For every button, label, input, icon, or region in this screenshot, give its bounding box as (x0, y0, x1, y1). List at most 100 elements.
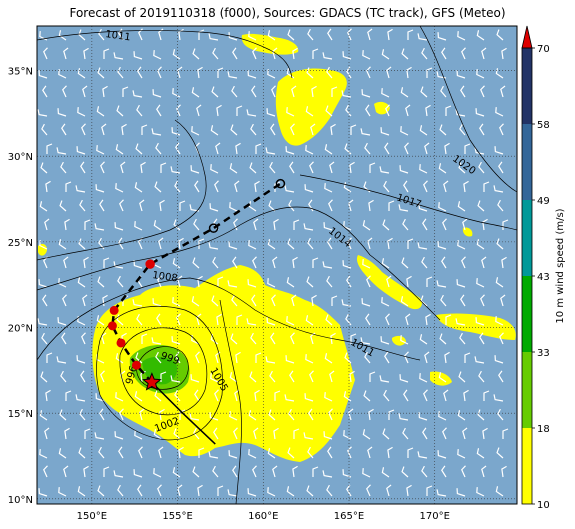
wind-barb (481, 256, 487, 269)
wind-barb (286, 277, 295, 288)
wind-barb (417, 451, 428, 459)
wind-barb (400, 87, 409, 98)
wind-barb (284, 185, 295, 193)
wind-barb (134, 182, 143, 193)
track-point-forecast (275, 178, 286, 189)
wind-barb (305, 106, 314, 117)
wind-barb (475, 108, 485, 117)
colorbar-label: 10 m wind speed (m/s) (555, 208, 566, 323)
wind-barb (63, 47, 69, 60)
wind-barb (292, 465, 298, 478)
forecast-track-line (113, 182, 282, 312)
wind-barb (116, 105, 124, 117)
wind-barb (303, 432, 314, 440)
wind-barb (329, 161, 335, 174)
wind-barb (157, 484, 162, 497)
wind-barb (267, 69, 276, 79)
wind-barb (422, 218, 428, 231)
wind-barb (44, 218, 50, 231)
wind-barb (172, 49, 181, 60)
lat-tick-label: 30°N (8, 152, 33, 163)
wind-barb (502, 428, 509, 439)
wind-barb (249, 162, 257, 174)
lat-tick-label: 35°N (8, 67, 33, 78)
wind-barb (247, 488, 257, 497)
wind-barb (198, 238, 205, 249)
wind-barb (46, 352, 53, 363)
wind-barb (84, 219, 91, 230)
wind-barb (210, 164, 219, 174)
wind-barb (305, 315, 314, 326)
wind-barb (341, 299, 352, 307)
wind-barb (419, 125, 428, 136)
wind-barb (475, 317, 485, 326)
latitude-labels: 35°N 30°N 25°N 20°N 15°N 10°N (8, 67, 33, 506)
wind-barb (209, 203, 219, 212)
wind-barb (368, 199, 374, 212)
wind-barb (496, 447, 504, 459)
wind-barb (502, 219, 509, 230)
wind-barb (251, 85, 257, 98)
wind-barb (76, 146, 86, 155)
wind-barb (286, 316, 295, 326)
wind-barb (103, 466, 110, 477)
wind-barb (170, 166, 181, 174)
wind-barb (343, 182, 352, 193)
wind-barb (157, 275, 162, 288)
isobar-line (119, 327, 208, 416)
wind-barb (253, 218, 259, 231)
wind-barb (178, 237, 184, 250)
wind-barb (403, 180, 409, 193)
wind-barb (132, 299, 143, 307)
wind-barb (138, 446, 143, 459)
wind-barb (440, 294, 447, 307)
wind-barb (213, 427, 219, 440)
wind-barb (60, 161, 67, 174)
wind-barb (441, 465, 447, 478)
wind-barb (345, 313, 352, 326)
wind-barb (140, 161, 146, 174)
wind-barb (401, 257, 409, 269)
isobar-line (299, 174, 517, 231)
wind-barb (324, 353, 333, 364)
wind-barb (193, 427, 200, 440)
wind-barb (445, 105, 452, 116)
wind-barb (418, 412, 428, 421)
wind-barb (495, 107, 504, 117)
wind-barb (213, 218, 219, 231)
wind-barb (311, 294, 317, 307)
wind-barb (344, 352, 352, 364)
wind-barb (114, 222, 124, 231)
wind-barb (381, 88, 390, 98)
wind-barb (154, 181, 162, 193)
wind-barb (349, 370, 355, 383)
wind-barb (43, 47, 48, 60)
wind-barb (156, 313, 162, 326)
wind-barb (362, 259, 371, 269)
wind-barb (137, 484, 143, 497)
wind-barb (212, 465, 219, 478)
colorbar-segment (522, 124, 532, 200)
wind-barb (189, 204, 200, 212)
wind-barb (306, 67, 314, 79)
wind-barb (174, 389, 181, 402)
wind-barb (246, 109, 257, 117)
wind-barb (476, 278, 485, 288)
wind-barb (304, 393, 314, 402)
wind-barb (115, 144, 124, 155)
wind-barb (501, 47, 507, 60)
wind-barb (406, 275, 412, 288)
wind-barb (437, 32, 447, 41)
wind-barb (400, 335, 409, 345)
wind-barb (500, 294, 506, 307)
wind-barb (208, 242, 219, 250)
wind-barb (501, 256, 507, 269)
wind-barb (417, 242, 428, 250)
wind-barb (228, 241, 238, 250)
wind-barb (228, 450, 238, 459)
wind-barb (156, 104, 162, 117)
wind-barb (459, 332, 466, 345)
wind-barb (210, 373, 219, 383)
wind-barb (133, 51, 143, 60)
wind-barb (495, 486, 504, 497)
